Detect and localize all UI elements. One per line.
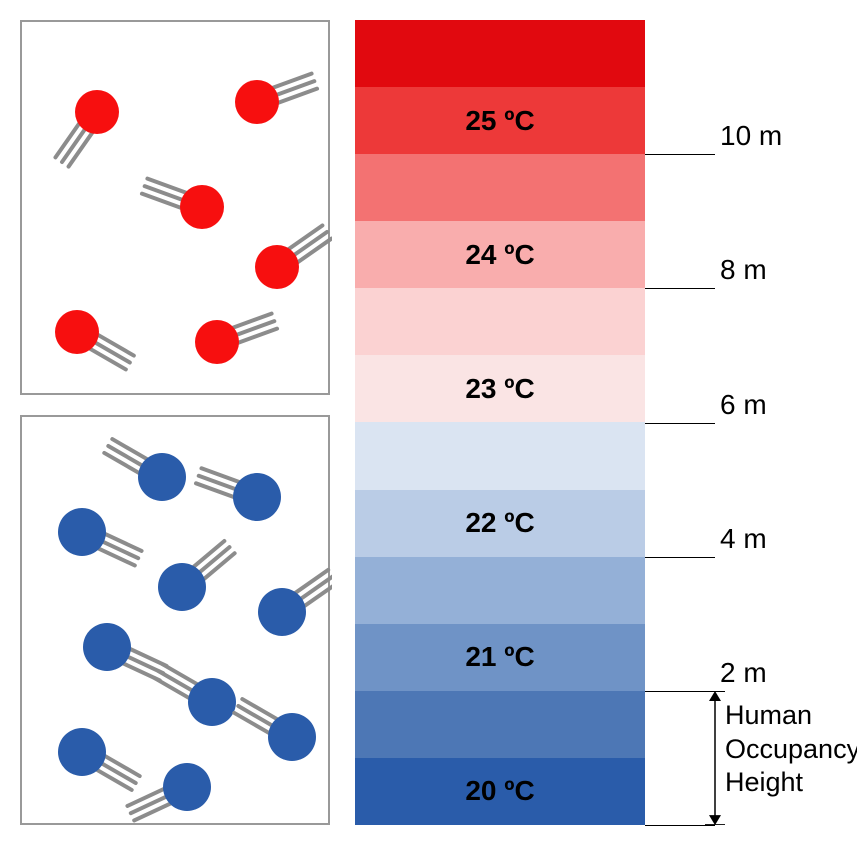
- gradient-band: [355, 20, 645, 87]
- height-tick: [645, 423, 715, 424]
- temperature-label: 22 ºC: [465, 507, 534, 539]
- height-label: 4 m: [720, 523, 767, 555]
- temperature-label: 25 ºC: [465, 105, 534, 137]
- height-tick: [645, 825, 715, 826]
- gradient-band: 25 ºC: [355, 87, 645, 154]
- hot-particles-svg: [22, 22, 332, 397]
- diagram-root: 25 ºC 24 ºC 23 ºC 22 ºC 21 ºC 20 ºC 10 m 8 m 6 …: [0, 0, 857, 845]
- gradient-band: [355, 288, 645, 355]
- occupancy-line: Height: [725, 766, 857, 800]
- cold-particles-svg: [22, 417, 332, 827]
- temperature-label: 24 ºC: [465, 239, 534, 271]
- hot-particles-panel: [20, 20, 330, 395]
- gradient-band: 24 ºC: [355, 221, 645, 288]
- occupancy-height-arrow-icon: [705, 691, 725, 825]
- gradient-band: 21 ºC: [355, 624, 645, 691]
- height-tick: [645, 154, 715, 155]
- occupancy-line: Occupancy: [725, 733, 857, 767]
- gradient-band: [355, 557, 645, 624]
- cold-particles-panel: [20, 415, 330, 825]
- gradient-band: 22 ºC: [355, 490, 645, 557]
- temperature-label: 21 ºC: [465, 641, 534, 673]
- occupancy-height-label: HumanOccupancyHeight: [725, 699, 857, 800]
- temperature-label: 20 ºC: [465, 775, 534, 807]
- height-tick: [645, 288, 715, 289]
- height-tick: [645, 557, 715, 558]
- gradient-band: 20 ºC: [355, 758, 645, 825]
- height-label: 6 m: [720, 389, 767, 421]
- height-label: 2 m: [720, 657, 767, 689]
- temperature-label: 23 ºC: [465, 373, 534, 405]
- gradient-band: [355, 691, 645, 758]
- occupancy-line: Human: [725, 699, 857, 733]
- height-label: 10 m: [720, 120, 782, 152]
- gradient-band: [355, 154, 645, 221]
- gradient-band: [355, 422, 645, 489]
- gradient-band: 23 ºC: [355, 355, 645, 422]
- temperature-gradient-bar: 25 ºC 24 ºC 23 ºC 22 ºC 21 ºC 20 ºC: [355, 20, 645, 825]
- height-label: 8 m: [720, 254, 767, 286]
